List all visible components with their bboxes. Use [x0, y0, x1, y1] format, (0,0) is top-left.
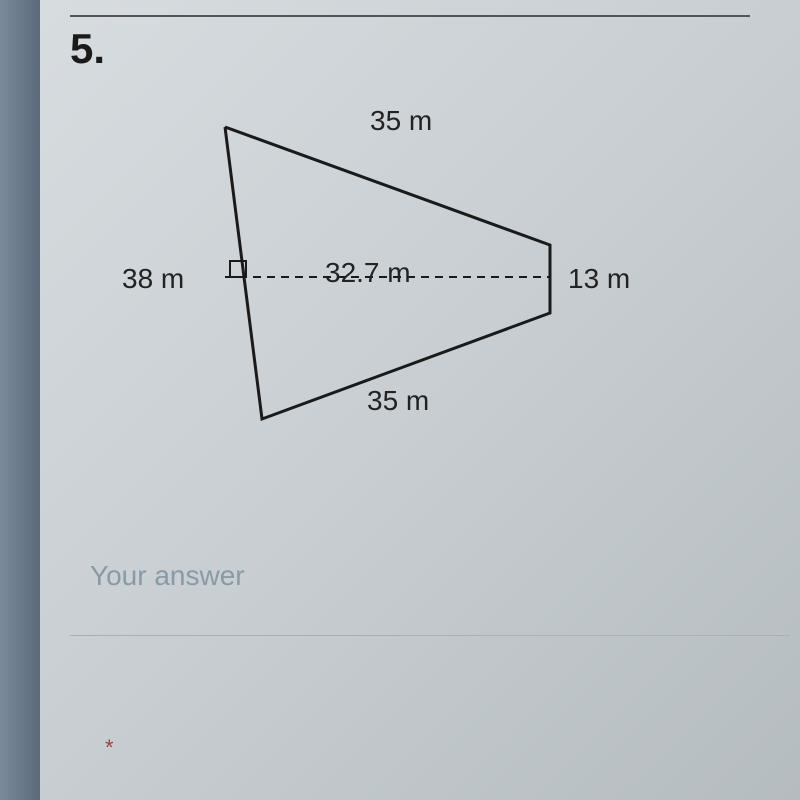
- answer-underline: [70, 635, 790, 636]
- left-sidebar-strip: [0, 0, 40, 800]
- label-height: 32.7 m: [325, 257, 411, 289]
- answer-prompt[interactable]: Your answer: [90, 560, 245, 592]
- label-top-side: 35 m: [370, 105, 432, 137]
- required-asterisk: *: [105, 735, 114, 761]
- question-number: 5.: [70, 25, 105, 73]
- label-left-side: 38 m: [122, 263, 184, 295]
- label-bottom-side: 35 m: [367, 385, 429, 417]
- geometry-diagram: 35 m 38 m 32.7 m 13 m 35 m: [120, 95, 640, 475]
- label-right-side: 13 m: [568, 263, 630, 295]
- divider-line: [70, 15, 750, 17]
